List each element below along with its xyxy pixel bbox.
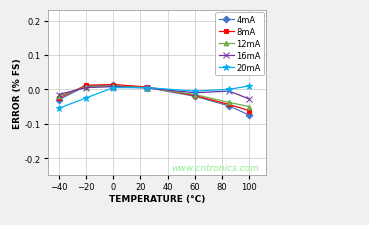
16mA <box>247 98 252 101</box>
Line: 12mA: 12mA <box>56 84 252 110</box>
16mA <box>145 87 149 90</box>
4mA <box>57 99 61 101</box>
Line: 20mA: 20mA <box>55 83 253 112</box>
16mA <box>227 90 231 93</box>
12mA <box>111 85 115 88</box>
4mA <box>247 114 252 117</box>
8mA <box>84 85 88 87</box>
8mA <box>227 104 231 106</box>
20mA <box>193 90 197 93</box>
Y-axis label: ERROR (% FS): ERROR (% FS) <box>13 58 22 128</box>
Line: 16mA: 16mA <box>56 84 252 103</box>
16mA <box>57 94 61 97</box>
20mA <box>145 87 149 90</box>
4mA <box>84 85 88 88</box>
8mA <box>193 95 197 97</box>
20mA <box>247 85 252 88</box>
8mA <box>111 84 115 87</box>
X-axis label: TEMPERATURE (°C): TEMPERATURE (°C) <box>108 194 205 203</box>
Line: 4mA: 4mA <box>56 83 252 118</box>
12mA <box>247 106 252 108</box>
12mA <box>84 86 88 89</box>
Legend: 4mA, 8mA, 12mA, 16mA, 20mA: 4mA, 8mA, 12mA, 16mA, 20mA <box>215 13 264 76</box>
16mA <box>193 92 197 95</box>
12mA <box>227 102 231 104</box>
8mA <box>57 97 61 100</box>
Line: 8mA: 8mA <box>56 83 252 114</box>
12mA <box>57 95 61 98</box>
4mA <box>227 105 231 108</box>
12mA <box>193 94 197 97</box>
4mA <box>193 95 197 98</box>
12mA <box>145 87 149 90</box>
20mA <box>227 89 231 91</box>
8mA <box>145 86 149 89</box>
16mA <box>111 86 115 89</box>
20mA <box>84 97 88 100</box>
16mA <box>84 87 88 90</box>
Text: www.cntronics.com: www.cntronics.com <box>171 163 259 172</box>
4mA <box>111 85 115 87</box>
20mA <box>57 107 61 110</box>
4mA <box>145 87 149 90</box>
8mA <box>247 110 252 112</box>
20mA <box>111 87 115 90</box>
